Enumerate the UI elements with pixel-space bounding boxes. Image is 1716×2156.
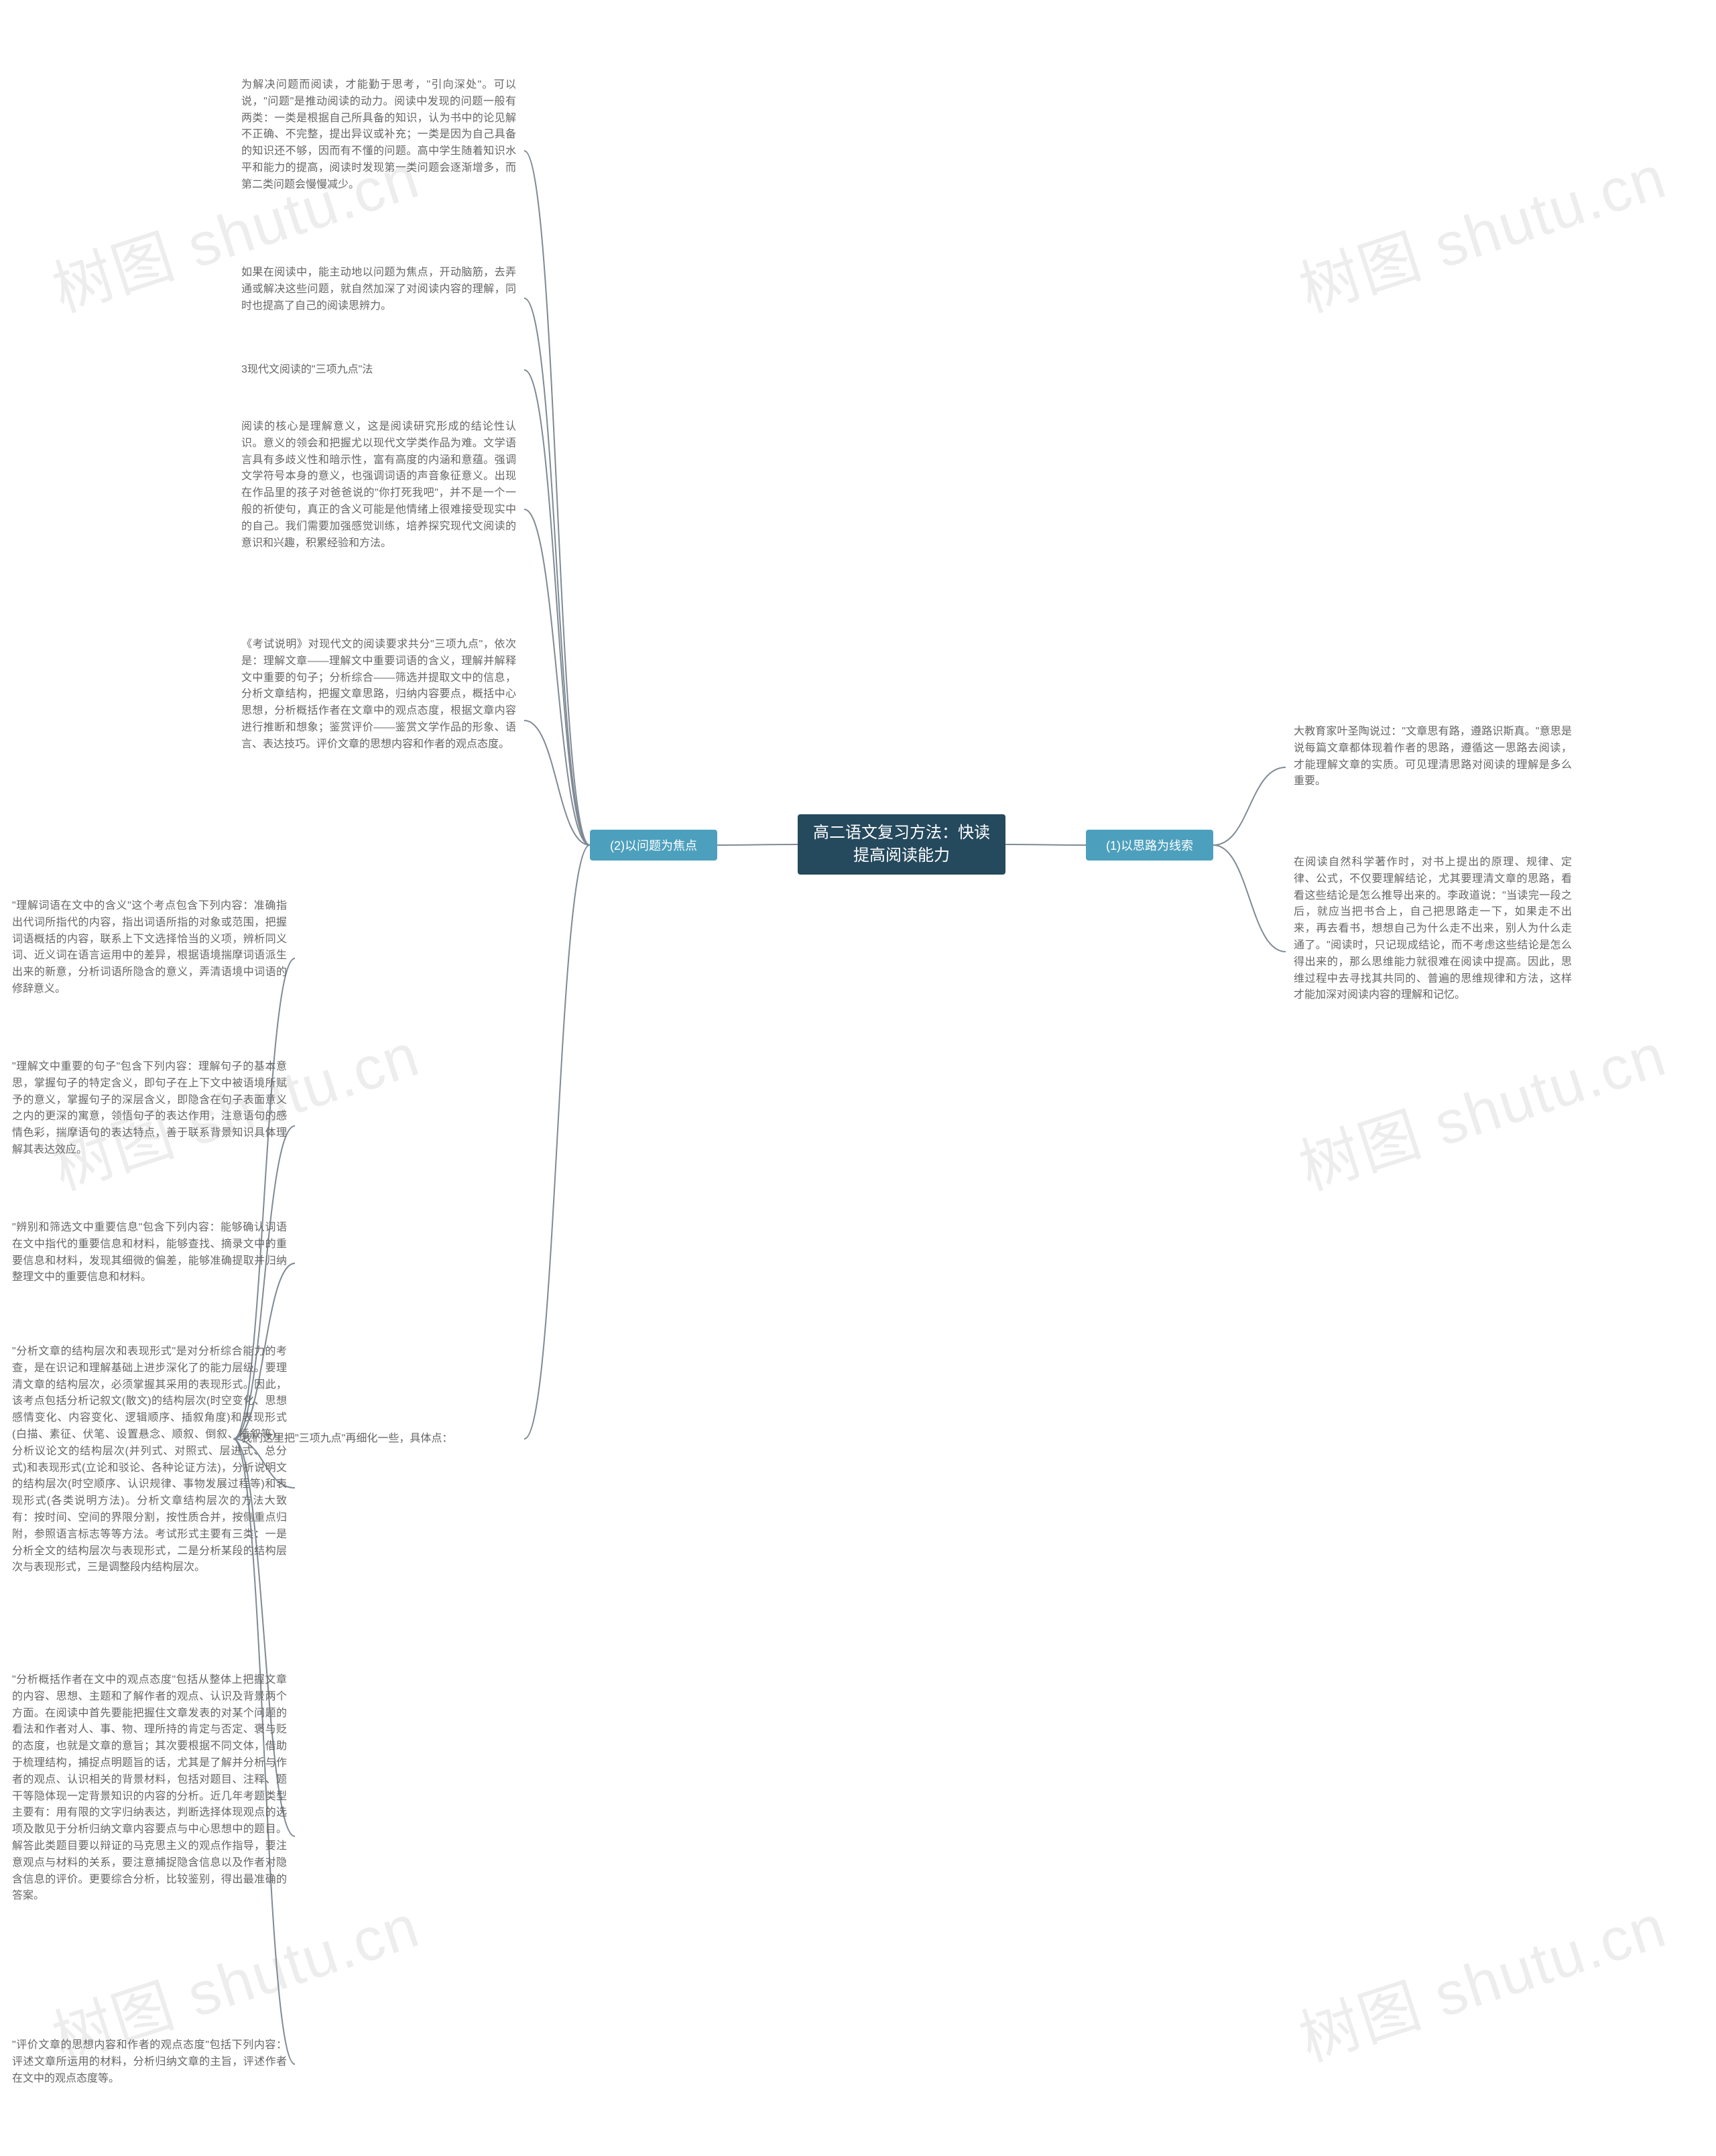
left-leaf-4: 阅读的核心是理解意义，这是阅读研究形成的结论性认识。意义的领会和把握尤以现代文学…	[241, 419, 516, 552]
sub-leaf-6: "评价文章的思想内容和作者的观点态度"包括下列内容：评述文章所运用的材料，分析归…	[12, 2037, 287, 2087]
sub-leaf-1: "理解词语在文中的含义"这个考点包含下列内容：准确指出代词所指代的内容，指出词语…	[12, 898, 287, 998]
sub-leaf-5: "分析概括作者在文中的观点态度"包括从整体上把握文章的内容、思想、主题和了解作者…	[12, 1672, 287, 1905]
sub-leaf-4: "分析文章的结构层次和表现形式"是对分析综合能力的考查，是在识记和理解基础上进步…	[12, 1344, 287, 1576]
branch-right-label: (1)以思路为线索	[1106, 836, 1193, 854]
watermark: 树图 shutu.cn	[1287, 128, 1676, 328]
branch-left-label: (2)以问题为焦点	[610, 836, 697, 854]
left-leaf-3: 3现代文阅读的"三项九点"法	[241, 362, 516, 379]
left-leaf-5: 《考试说明》对现代文的阅读要求共分"三项九点"，依次是：理解文章——理解文中重要…	[241, 637, 516, 753]
branch-left: (2)以问题为焦点	[590, 830, 717, 861]
right-leaf-2: 在阅读自然科学著作时，对书上提出的原理、规律、定律、公式，不仅要理解结论，尤其要…	[1294, 854, 1572, 1004]
left-leaf-1: 为解决问题而阅读，才能勤于思考，"引向深处"。可以说，"问题"是推动阅读的动力。…	[241, 77, 516, 194]
sub-leaf-3: "辨别和筛选文中重要信息"包含下列内容：能够确认词语在文中指代的重要信息和材料，…	[12, 1220, 287, 1286]
branch-right: (1)以思路为线索	[1086, 830, 1213, 861]
root-label: 高二语文复习方法：快读提高阅读能力	[813, 822, 990, 867]
watermark: 树图 shutu.cn	[1287, 1006, 1676, 1206]
sub-leaf-2: "理解文中重要的句子"包含下列内容：理解句子的基本意思，掌握句子的特定含义，即句…	[12, 1059, 287, 1159]
watermark: 树图 shutu.cn	[1287, 1877, 1676, 2078]
right-leaf-1: 大教育家叶圣陶说过："文章思有路，遵路识斯真。"意思是说每篇文章都体现着作者的思…	[1294, 724, 1572, 790]
root-node: 高二语文复习方法：快读提高阅读能力	[798, 814, 1005, 875]
left-leaf-2: 如果在阅读中，能主动地以问题为焦点，开动脑筋，去弄通或解决这些问题，就自然加深了…	[241, 265, 516, 314]
